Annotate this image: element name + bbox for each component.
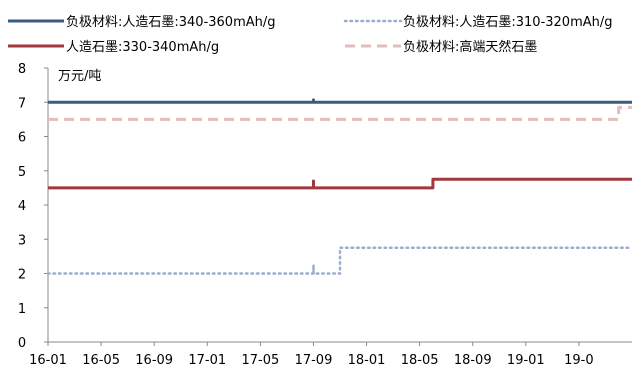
legend-label-1: 负极材料:人造石墨:340-360mAh/g <box>66 15 276 30</box>
series-line-1 <box>48 100 632 102</box>
x-tick-label: 18-09 <box>454 353 492 368</box>
x-axis-ticks: 16-01 16-05 16-09 17-01 17-05 17-09 18-01 18-05… <box>29 342 594 368</box>
y-tick-label: 7 <box>18 96 26 111</box>
y-axis-ticks: 0 1 2 3 4 5 6 7 8 <box>18 62 48 351</box>
series-lines <box>48 100 632 274</box>
x-tick-label: 16-09 <box>135 353 173 368</box>
y-tick-label: 1 <box>18 302 26 317</box>
series-line-3 <box>48 179 632 188</box>
x-tick-label: 17-05 <box>241 353 279 368</box>
x-tick-label: 16-01 <box>29 353 67 368</box>
legend: 负极材料:人造石墨:340-360mAh/g 负极材料:人造石墨:310-320m… <box>8 15 613 55</box>
y-tick-label: 8 <box>18 62 26 77</box>
y-tick-label: 6 <box>18 131 26 146</box>
x-tick-label: 17-01 <box>188 353 226 368</box>
legend-label-4: 负极材料:高端天然石墨 <box>403 39 537 55</box>
y-tick-label: 0 <box>18 336 26 351</box>
legend-label-2: 负极材料:人造石墨:310-320mAh/g <box>403 15 613 30</box>
y-tick-label: 4 <box>18 199 26 214</box>
y-axis-unit-label: 万元/吨 <box>58 69 101 84</box>
y-tick-label: 2 <box>18 268 26 283</box>
x-tick-label: 17-09 <box>295 353 333 368</box>
x-tick-label: 16-05 <box>82 353 120 368</box>
series-line-2 <box>48 248 632 274</box>
axes <box>48 68 632 342</box>
x-tick-label: 19-01 <box>507 353 545 368</box>
y-tick-label: 3 <box>18 233 26 248</box>
y-tick-label: 5 <box>18 165 26 180</box>
x-tick-label: 18-05 <box>401 353 439 368</box>
x-tick-label: 19-0 <box>564 353 594 368</box>
legend-label-3: 人造石墨:330-340mAh/g <box>66 40 219 55</box>
x-tick-label: 18-01 <box>348 353 386 368</box>
series-line-4 <box>48 107 632 119</box>
